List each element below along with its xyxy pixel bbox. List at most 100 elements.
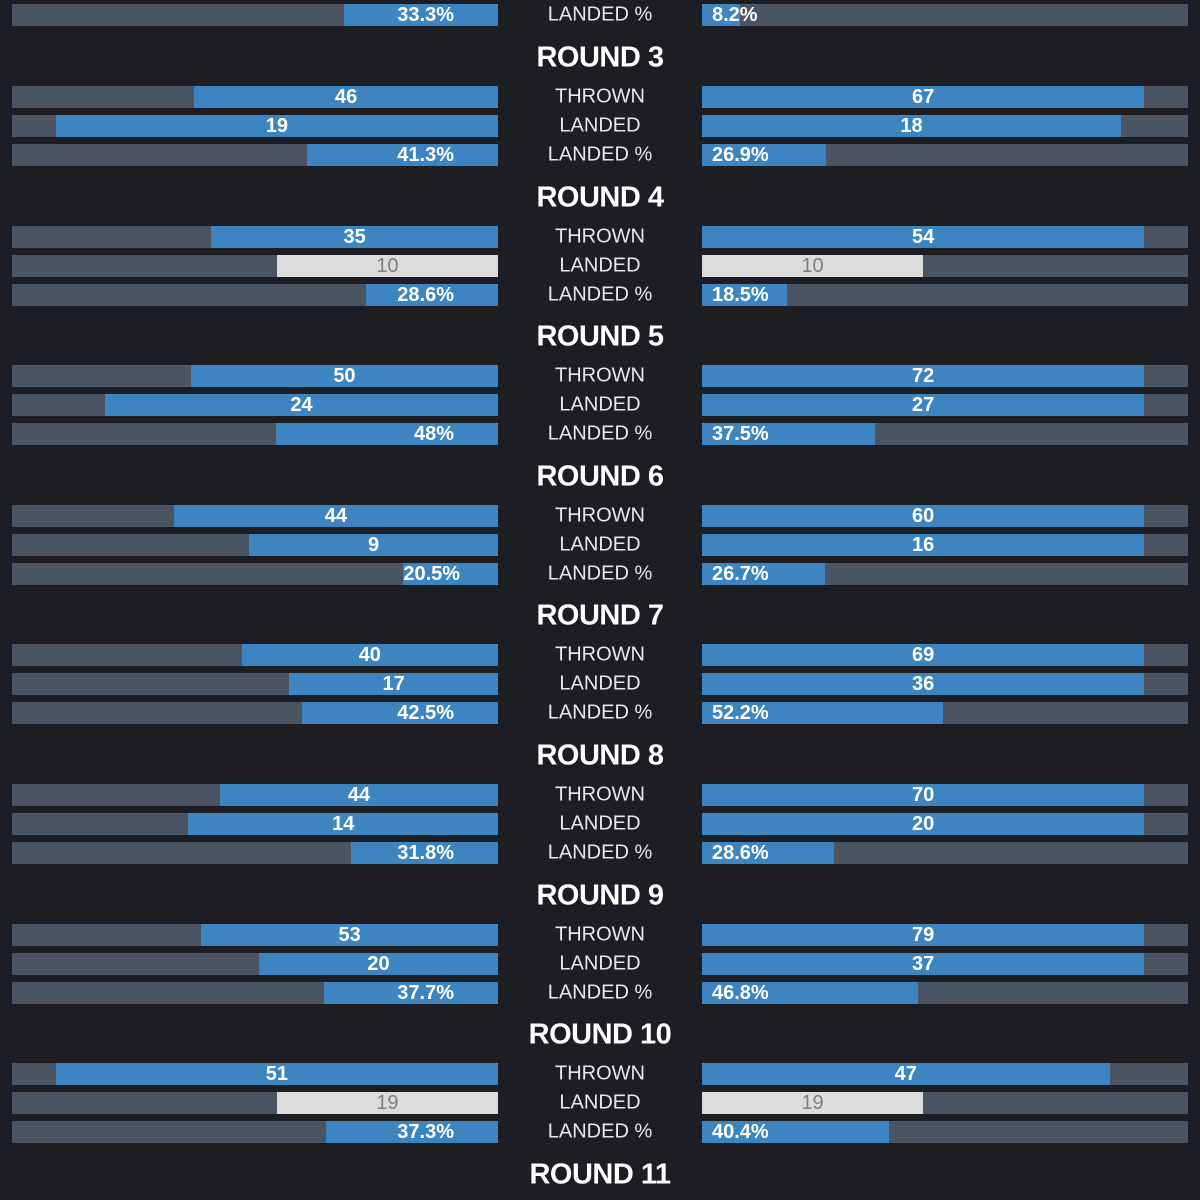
thrown-label: THROWN	[555, 504, 645, 527]
left-landed-pct-value: 20.5%	[403, 562, 461, 585]
right-landed-pct-track: 40.4%	[702, 1121, 1188, 1144]
right-thrown-track: 47	[702, 1063, 1188, 1086]
left-thrown-bar: 40	[241, 644, 498, 667]
right-landed-pct-value: 18.5%	[712, 283, 769, 306]
left-landed-pct-value: 31.8%	[397, 842, 454, 864]
left-landed-pct-track: 20.5%	[12, 562, 498, 585]
pct-label: LANDED %	[547, 841, 653, 864]
thrown-label: THROWN	[555, 643, 645, 666]
right-landed-bar: 20	[702, 813, 1145, 835]
landed-label: LANDED	[559, 114, 641, 137]
left-landed-track: 17	[12, 673, 498, 696]
thrown-label: THROWN	[555, 364, 645, 387]
round-title: ROUND 10	[528, 1018, 672, 1051]
right-thrown-value: 79	[912, 923, 935, 946]
left-landed-pct-bar: 42.5%	[301, 702, 498, 725]
right-thrown-bar: 70	[702, 784, 1145, 806]
left-landed-pct-bar: 28.6%	[365, 283, 498, 306]
right-landed-value: 10	[801, 254, 824, 277]
pct-label: LANDED %	[547, 981, 653, 1004]
left-landed-value: 20	[367, 952, 390, 975]
right-thrown-value: 72	[912, 365, 935, 388]
right-landed-pct-bar: 37.5%	[702, 423, 876, 446]
left-landed-bar: 20	[258, 952, 498, 975]
right-landed-track: 10	[702, 254, 1188, 277]
left-landed-pct-track: 42.5%	[12, 702, 498, 725]
left-thrown-bar: 46	[194, 86, 498, 108]
left-landed-track: 14	[12, 813, 498, 835]
round-title: ROUND 9	[536, 879, 664, 912]
right-landed-pct-track: 18.5%	[702, 283, 1188, 306]
pct-label: LANDED %	[547, 143, 653, 166]
left-thrown-track: 51	[12, 1063, 498, 1086]
right-thrown-track: 72	[702, 365, 1188, 388]
right-thrown-value: 60	[912, 504, 935, 527]
right-landed-pct-track: 52.2%	[702, 702, 1188, 725]
right-landed-pct-value: 28.6%	[712, 842, 769, 864]
left-landed-pct-bar: 37.3%	[325, 1121, 498, 1144]
right-thrown-value: 47	[894, 1063, 917, 1086]
right-landed-value: 18	[900, 115, 923, 137]
pct-label: LANDED %	[547, 562, 653, 585]
left-thrown-track: 40	[12, 644, 498, 667]
left-landed-pct-bar: 41.3%	[307, 144, 498, 166]
right-landed-value: 20	[912, 813, 935, 835]
left-landed-value: 24	[290, 394, 313, 417]
landed-label: LANDED	[559, 812, 641, 835]
right-landed-pct-bar: 18.5%	[702, 283, 788, 306]
right-landed-value: 19	[801, 1092, 824, 1115]
thrown-label: THROWN	[555, 1062, 645, 1085]
left-landed-pct-track: 28.6%	[12, 283, 498, 306]
left-landed-pct-bar: 37.7%	[323, 981, 498, 1004]
right-landed-pct-bar: 8.2%	[702, 4, 758, 27]
right-landed-pct-track: 37.5%	[702, 423, 1188, 446]
left-landed-value: 10	[376, 254, 399, 277]
left-landed-pct-bar: 31.8%	[351, 842, 498, 864]
left-thrown-bar: 44	[173, 504, 498, 527]
left-landed-bar: 9	[249, 533, 498, 556]
left-landed-track: 19	[12, 115, 498, 137]
left-landed-pct-track: 31.8%	[12, 842, 498, 864]
right-thrown-track: 67	[702, 86, 1188, 108]
left-landed-value: 19	[376, 1092, 399, 1115]
right-landed-pct-bar: 40.4%	[702, 1121, 889, 1144]
right-landed-track: 16	[702, 533, 1188, 556]
left-landed-pct-bar: 20.5%	[403, 562, 498, 585]
round-title: ROUND 6	[536, 460, 664, 493]
right-landed-pct-track: 8.2%	[702, 4, 1188, 27]
right-thrown-value: 54	[912, 225, 935, 248]
right-thrown-track: 70	[702, 784, 1188, 806]
left-thrown-value: 44	[324, 504, 347, 527]
left-thrown-bar: 53	[201, 923, 498, 946]
landed-label: LANDED	[559, 952, 641, 975]
left-landed-pct-value: 41.3%	[397, 144, 454, 166]
left-landed-pct-bar: 33.3%	[344, 4, 498, 27]
right-thrown-track: 54	[702, 225, 1188, 248]
left-landed-pct-bar: 48%	[276, 423, 498, 446]
right-landed-value: 16	[912, 533, 935, 556]
left-thrown-value: 40	[358, 644, 381, 667]
left-thrown-bar: 44	[220, 784, 498, 806]
left-thrown-track: 46	[12, 86, 498, 108]
right-landed-pct-track: 28.6%	[702, 842, 1188, 864]
left-thrown-bar: 51	[55, 1063, 498, 1086]
left-landed-pct-value: 37.3%	[397, 1121, 454, 1144]
right-landed-pct-value: 26.7%	[712, 562, 769, 585]
landed-label: LANDED	[559, 1091, 641, 1114]
right-thrown-bar: 67	[702, 86, 1145, 108]
left-landed-pct-value: 33.3%	[397, 4, 454, 27]
right-landed-pct-track: 26.7%	[702, 562, 1188, 585]
thrown-label: THROWN	[555, 783, 645, 806]
right-landed-pct-bar: 46.8%	[702, 981, 919, 1004]
right-landed-value: 27	[912, 394, 935, 417]
right-landed-track: 20	[702, 813, 1188, 835]
pct-label: LANDED %	[547, 701, 653, 724]
right-thrown-track: 60	[702, 504, 1188, 527]
left-thrown-value: 44	[347, 784, 371, 806]
left-landed-track: 20	[12, 952, 498, 975]
right-landed-track: 37	[702, 952, 1188, 975]
left-landed-bar: 14	[188, 813, 498, 835]
left-landed-pct-track: 37.3%	[12, 1121, 498, 1144]
right-landed-pct-track: 26.9%	[702, 144, 1188, 166]
left-landed-pct-value: 28.6%	[397, 283, 454, 306]
